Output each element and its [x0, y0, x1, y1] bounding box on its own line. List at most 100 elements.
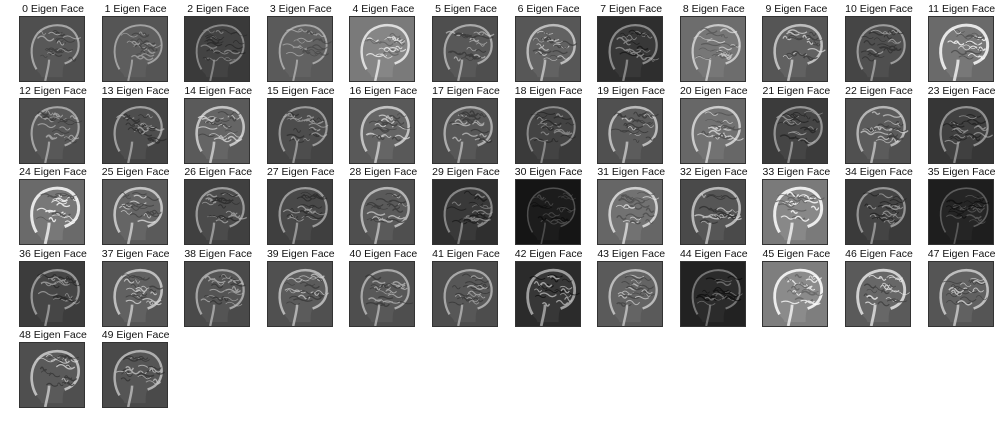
eigen-face-thumbnail: [184, 179, 250, 245]
eigen-face-image: [598, 17, 662, 81]
eigen-face-cell: 16 Eigen Face: [346, 84, 420, 168]
eigen-face-thumbnail: [680, 16, 746, 82]
eigen-face-cell: 17 Eigen Face: [429, 84, 503, 168]
eigen-face-image: [350, 180, 414, 244]
eigen-face-cell: 48 Eigen Face: [16, 328, 90, 412]
eigen-face-title: 25 Eigen Face: [99, 165, 173, 179]
eigen-face-cell: 2 Eigen Face: [181, 2, 255, 86]
eigen-face-image: [20, 343, 84, 407]
eigen-face-image: [763, 17, 827, 81]
eigen-face-image: [103, 262, 167, 326]
eigen-face-image: [433, 17, 497, 81]
eigen-face-title: 14 Eigen Face: [181, 84, 255, 98]
eigen-face-title: 20 Eigen Face: [677, 84, 751, 98]
eigen-face-title: 41 Eigen Face: [429, 247, 503, 261]
eigen-face-thumbnail: [515, 261, 581, 327]
eigen-face-title: 44 Eigen Face: [677, 247, 751, 261]
eigen-face-thumbnail: [928, 98, 994, 164]
eigen-face-image: [185, 99, 249, 163]
eigen-face-thumbnail: [19, 16, 85, 82]
eigen-face-cell: 49 Eigen Face: [99, 328, 173, 412]
eigen-face-cell: 7 Eigen Face: [594, 2, 668, 86]
eigen-face-thumbnail: [928, 179, 994, 245]
eigen-face-title: 34 Eigen Face: [842, 165, 916, 179]
eigen-face-cell: 26 Eigen Face: [181, 165, 255, 249]
eigen-face-thumbnail: [515, 179, 581, 245]
eigen-face-image: [846, 99, 910, 163]
eigen-face-title: 24 Eigen Face: [16, 165, 90, 179]
eigen-face-title: 36 Eigen Face: [16, 247, 90, 261]
eigen-face-cell: 44 Eigen Face: [677, 247, 751, 331]
eigen-face-cell: 18 Eigen Face: [512, 84, 586, 168]
eigen-face-cell: 5 Eigen Face: [429, 2, 503, 86]
eigen-face-image: [103, 17, 167, 81]
eigen-face-thumbnail: [102, 179, 168, 245]
eigen-face-title: 47 Eigen Face: [925, 247, 999, 261]
eigen-face-title: 22 Eigen Face: [842, 84, 916, 98]
eigen-face-image: [433, 262, 497, 326]
eigen-face-thumbnail: [597, 16, 663, 82]
eigen-face-thumbnail: [515, 98, 581, 164]
eigen-face-title: 18 Eigen Face: [512, 84, 586, 98]
eigen-face-thumbnail: [19, 98, 85, 164]
eigen-face-thumbnail: [102, 342, 168, 408]
eigen-face-cell: 42 Eigen Face: [512, 247, 586, 331]
eigen-face-cell: 15 Eigen Face: [264, 84, 338, 168]
eigen-face-cell: 23 Eigen Face: [925, 84, 999, 168]
eigen-face-cell: 10 Eigen Face: [842, 2, 916, 86]
eigen-face-cell: 25 Eigen Face: [99, 165, 173, 249]
eigen-face-image: [598, 99, 662, 163]
eigen-face-image: [516, 262, 580, 326]
eigen-face-cell: 43 Eigen Face: [594, 247, 668, 331]
eigen-face-thumbnail: [928, 261, 994, 327]
eigen-face-title: 0 Eigen Face: [16, 2, 90, 16]
eigen-face-cell: 28 Eigen Face: [346, 165, 420, 249]
eigen-face-title: 6 Eigen Face: [512, 2, 586, 16]
eigen-face-cell: 3 Eigen Face: [264, 2, 338, 86]
eigen-face-thumbnail: [845, 261, 911, 327]
eigen-face-thumbnail: [597, 261, 663, 327]
eigen-face-title: 15 Eigen Face: [264, 84, 338, 98]
eigen-face-cell: 21 Eigen Face: [759, 84, 833, 168]
eigen-face-image: [763, 262, 827, 326]
eigen-face-cell: 19 Eigen Face: [594, 84, 668, 168]
eigen-face-cell: 35 Eigen Face: [925, 165, 999, 249]
eigen-face-title: 19 Eigen Face: [594, 84, 668, 98]
eigen-face-image: [516, 99, 580, 163]
eigen-face-cell: 46 Eigen Face: [842, 247, 916, 331]
eigen-face-image: [185, 17, 249, 81]
eigen-face-thumbnail: [928, 16, 994, 82]
eigen-face-thumbnail: [184, 261, 250, 327]
eigen-face-thumbnail: [597, 179, 663, 245]
eigen-face-thumbnail: [267, 261, 333, 327]
eigen-face-image: [929, 180, 993, 244]
eigen-face-title: 26 Eigen Face: [181, 165, 255, 179]
eigen-face-image: [103, 343, 167, 407]
eigen-face-cell: 39 Eigen Face: [264, 247, 338, 331]
eigen-face-thumbnail: [680, 179, 746, 245]
eigen-face-thumbnail: [680, 98, 746, 164]
eigen-face-image: [350, 99, 414, 163]
eigen-face-cell: 34 Eigen Face: [842, 165, 916, 249]
eigen-face-title: 39 Eigen Face: [264, 247, 338, 261]
eigen-face-cell: 37 Eigen Face: [99, 247, 173, 331]
eigen-face-title: 10 Eigen Face: [842, 2, 916, 16]
eigen-face-cell: 24 Eigen Face: [16, 165, 90, 249]
eigen-face-title: 9 Eigen Face: [759, 2, 833, 16]
eigen-face-thumbnail: [597, 98, 663, 164]
eigen-face-cell: 29 Eigen Face: [429, 165, 503, 249]
eigen-face-thumbnail: [184, 16, 250, 82]
eigen-face-image: [681, 17, 745, 81]
eigen-face-cell: 8 Eigen Face: [677, 2, 751, 86]
eigen-face-cell: 32 Eigen Face: [677, 165, 751, 249]
eigen-face-thumbnail: [267, 179, 333, 245]
eigen-face-thumbnail: [762, 261, 828, 327]
eigen-face-thumbnail: [845, 179, 911, 245]
eigen-face-cell: 47 Eigen Face: [925, 247, 999, 331]
eigen-face-title: 43 Eigen Face: [594, 247, 668, 261]
eigen-face-cell: 31 Eigen Face: [594, 165, 668, 249]
eigen-face-title: 48 Eigen Face: [16, 328, 90, 342]
eigen-face-thumbnail: [762, 179, 828, 245]
eigen-face-thumbnail: [102, 16, 168, 82]
